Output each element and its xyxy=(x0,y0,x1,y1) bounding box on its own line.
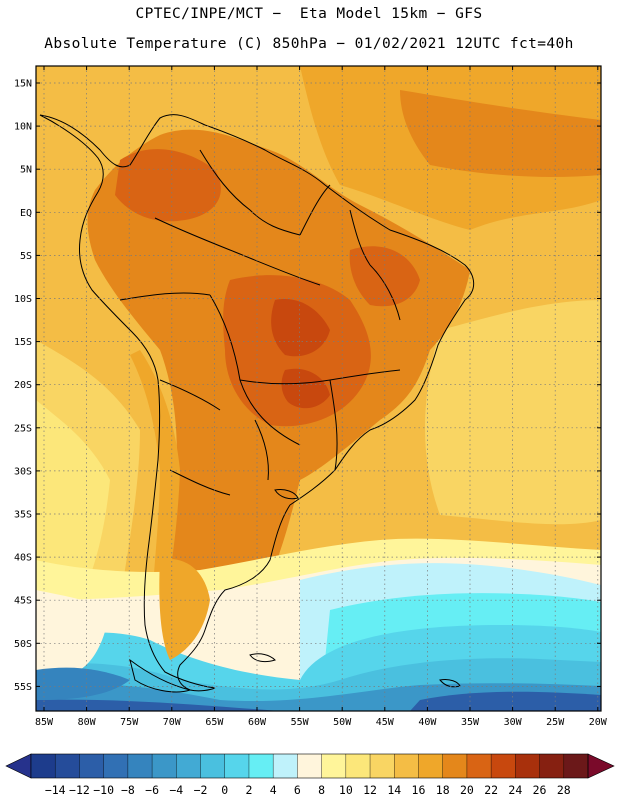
colorbar-label: 20 xyxy=(460,783,474,797)
colorbar-label: 2 xyxy=(245,783,252,797)
colorbar-swatch xyxy=(55,754,80,778)
lon-label: 55W xyxy=(291,717,310,728)
longitude-labels: 85W 80W 75W 70W 65W 60W 55W 50W 45W 40W 35W 30W 25W 2… xyxy=(35,66,608,728)
lat-label: 20S xyxy=(14,380,32,391)
colorbar-label: −14 xyxy=(45,783,66,797)
colorbar-label: 28 xyxy=(557,783,571,797)
colorbar-label: 26 xyxy=(533,783,547,797)
lon-label: 50W xyxy=(333,717,352,728)
colorbar-swatch xyxy=(127,754,153,778)
lon-label: 35W xyxy=(461,717,480,728)
lat-label: 45S xyxy=(14,596,32,607)
latitude-labels: 15N 10N 5N EQ 5S 10S 15S 20S 25S 30S 35S 40S 45S 50S 5… xyxy=(14,79,601,693)
lat-label: 10S xyxy=(14,294,32,305)
lat-label: 40S xyxy=(14,553,32,564)
lon-label: 20W xyxy=(589,717,608,728)
colorbar-label: 4 xyxy=(270,783,277,797)
colorbar-swatch xyxy=(176,754,201,778)
colorbar-swatch xyxy=(539,754,565,778)
colorbar-label: −6 xyxy=(145,783,159,797)
lon-label: 45W xyxy=(376,717,395,728)
lat-label: 5S xyxy=(20,251,32,262)
lat-label: 50S xyxy=(14,639,32,650)
colorbar-swatch xyxy=(248,754,274,778)
colorbar-swatch xyxy=(563,754,589,778)
colorbar-swatch xyxy=(491,754,516,778)
lon-label: 25W xyxy=(546,717,565,728)
title-line-2: Absolute Temperature (C) 850hPa − 01/02/… xyxy=(44,36,574,52)
colorbar-swatch xyxy=(200,754,226,778)
colorbar-label: −8 xyxy=(121,783,135,797)
lat-label: EQ xyxy=(20,208,32,219)
lat-label: 35S xyxy=(14,510,32,521)
map-frame xyxy=(35,65,602,712)
colorbar-swatch xyxy=(418,754,443,778)
lat-label: 30S xyxy=(14,466,32,477)
colorbar-swatch xyxy=(466,754,492,778)
lat-label: 10N xyxy=(14,122,32,133)
colorbar-label: 18 xyxy=(436,783,450,797)
colorbar-label: −12 xyxy=(69,783,90,797)
lon-label: 65W xyxy=(205,717,224,728)
colorbar: −14 −12 −10 −8 −6 −4 −2 0 2 4 6 8 10 12 14 16 18 20 22 24 26… xyxy=(5,753,615,797)
lon-label: 85W xyxy=(35,717,54,728)
lon-label: 40W xyxy=(418,717,437,728)
colorbar-label: 16 xyxy=(412,783,426,797)
colorbar-label: 0 xyxy=(221,783,228,797)
lat-label: 25S xyxy=(14,423,32,434)
colorbar-label: 8 xyxy=(318,783,325,797)
colorbar-label: −2 xyxy=(194,783,208,797)
colorbar-swatch xyxy=(224,754,250,778)
lat-label: 15N xyxy=(14,79,32,90)
colorbar-swatch xyxy=(370,754,395,778)
colorbar-swatch xyxy=(515,754,540,778)
coastline xyxy=(39,114,475,693)
colorbar-swatch xyxy=(152,754,177,778)
lon-label: 30W xyxy=(504,717,523,728)
lon-label: 60W xyxy=(248,717,267,728)
colorbar-label: 10 xyxy=(339,783,353,797)
colorbar-label: 14 xyxy=(387,783,401,797)
colorbar-swatch xyxy=(31,754,56,778)
lat-label: 55S xyxy=(14,682,32,693)
temperature-field xyxy=(36,66,601,711)
lon-label: 70W xyxy=(163,717,182,728)
colorbar-arrow-left xyxy=(5,753,32,779)
colorbar-label: 6 xyxy=(294,783,301,797)
lat-label: 5N xyxy=(20,165,32,176)
colorbar-swatch xyxy=(394,754,419,778)
colorbar-label: −4 xyxy=(169,783,183,797)
lon-label: 80W xyxy=(78,717,97,728)
colorbar-label: −10 xyxy=(93,783,114,797)
colorbar-swatch xyxy=(273,754,298,778)
colorbar-swatch xyxy=(345,754,371,778)
colorbar-label: 12 xyxy=(363,783,377,797)
colorbar-label: 22 xyxy=(484,783,498,797)
title-line-1: CPTEC/INPE/MCT − Eta Model 15km − GFS xyxy=(135,6,483,22)
lon-label: 75W xyxy=(120,717,139,728)
colorbar-arrow-right xyxy=(587,753,615,779)
colorbar-swatch xyxy=(79,754,104,778)
colorbar-label: 24 xyxy=(508,783,522,797)
colorbar-swatch xyxy=(103,754,129,778)
colorbar-swatch xyxy=(297,754,322,778)
colorbar-swatch xyxy=(321,754,347,778)
lat-label: 15S xyxy=(14,337,32,348)
colorbar-swatch xyxy=(442,754,468,778)
